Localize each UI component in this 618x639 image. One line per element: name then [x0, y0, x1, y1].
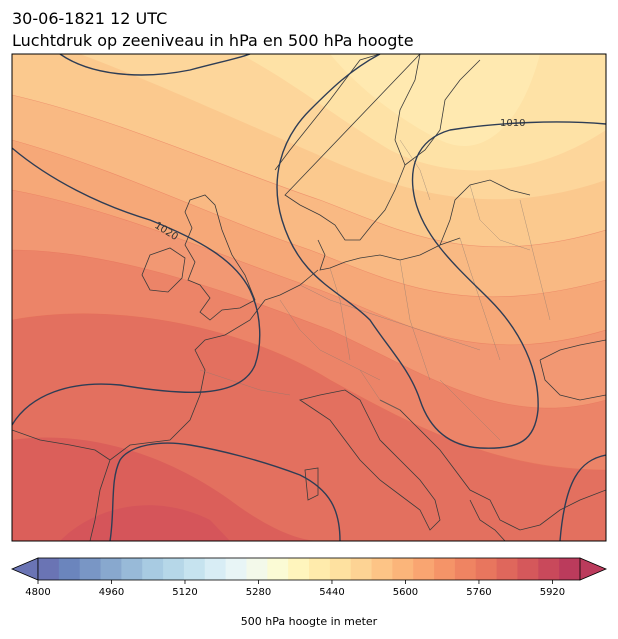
colorbar-tick-label: 5920: [540, 587, 565, 598]
colorbar-tick-label: 4800: [25, 587, 50, 598]
colorbar-swatch: [58, 558, 81, 580]
isobar-1020-north: [12, 147, 261, 426]
colorbar-swatch: [225, 558, 247, 580]
colorbar-tick-label: 5440: [319, 587, 344, 598]
coastlines: [12, 54, 606, 541]
colorbar-swatch: [496, 558, 518, 580]
colorbar-swatch: [163, 558, 185, 580]
colorbar-swatch: [413, 558, 435, 580]
colorbar-extend-low: [10, 557, 39, 581]
colorbar-swatch: [559, 558, 581, 580]
colorbar-tick-label: 4960: [99, 587, 124, 598]
colorbar-tick-label: 5600: [393, 587, 418, 598]
colorbar-swatch: [38, 558, 60, 580]
colorbar-swatch: [142, 558, 164, 580]
colorbar-frame: [37, 557, 581, 581]
colorbar-swatch: [350, 558, 373, 580]
colorbar-swatch: [538, 558, 560, 580]
isobar-1020-east: [559, 454, 606, 541]
colorbar-swatch: [329, 558, 352, 580]
colorbar-swatch: [288, 558, 310, 580]
colorbar-swatch: [371, 558, 393, 580]
isobar-south: [109, 442, 341, 541]
colorbar-swatch: [121, 558, 143, 580]
colorbar-swatch: [309, 558, 331, 580]
colorbar-swatch: [434, 558, 456, 580]
colorbar-tick-label: 5120: [172, 587, 197, 598]
colorbar-swatch: [204, 558, 227, 580]
colorbar-swatch: [267, 558, 289, 580]
height-field: [12, 54, 606, 541]
colorbar-swatch: [100, 558, 122, 580]
country-borders: [199, 139, 551, 441]
map-title-timestamp: 30-06-1821 12 UTC: [12, 9, 168, 28]
map-frame: [11, 53, 607, 542]
map-title-description: Luchtdruk op zeeniveau in hPa en 500 hPa…: [12, 31, 414, 50]
colorbar: 4800 4960 5120 5280 5440 5600 5760 5920: [10, 557, 608, 598]
isobars: [12, 54, 606, 541]
colorbar-swatch: [183, 558, 206, 580]
colorbar-swatch: [454, 558, 477, 580]
isobar-label-1010: 1010: [500, 118, 525, 129]
colorbar-swatch: [475, 558, 498, 580]
colorbar-extend-high: [579, 557, 608, 581]
colorbar-swatch: [392, 558, 414, 580]
colorbar-swatch: [246, 558, 268, 580]
colorbar-tick-label: 5280: [246, 587, 271, 598]
colorbar-swatch: [79, 558, 102, 580]
isobar-1010: [276, 54, 606, 449]
colorbar-label: 500 hPa hoogte in meter: [241, 615, 378, 628]
isobar-north-upper: [59, 54, 251, 76]
colorbar-swatch: [517, 558, 539, 580]
colorbar-tick-label: 5760: [466, 587, 491, 598]
